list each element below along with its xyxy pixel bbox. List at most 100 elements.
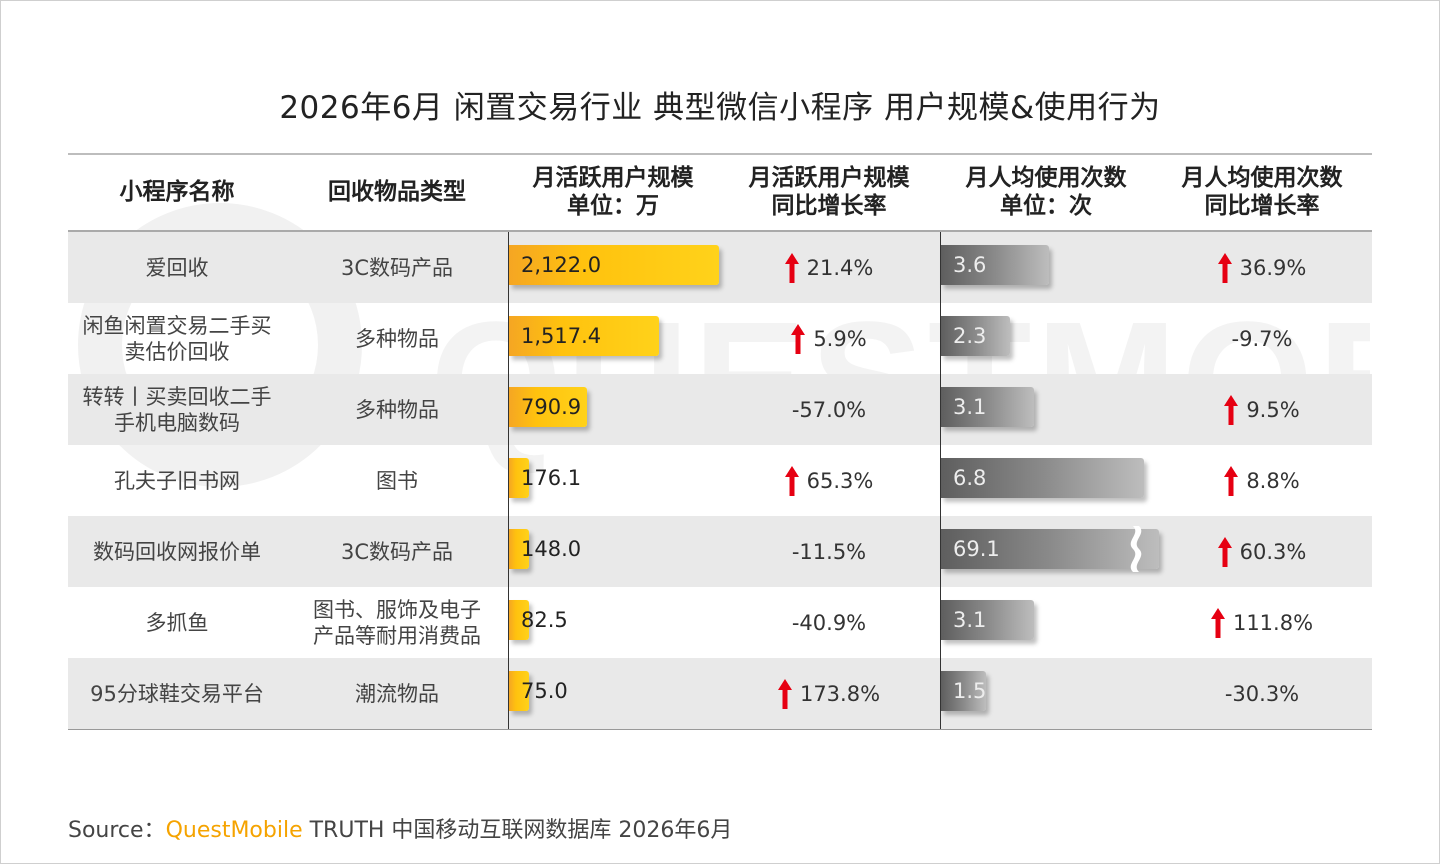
table-row: 95分球鞋交易平台 潮流物品 75.0 173.8% 1.5 -30.3% bbox=[68, 658, 1372, 729]
source-brand: QuestMobile bbox=[165, 818, 303, 843]
table-row: 多抓鱼 图书、服饰及电子 产品等耐用消费品 82.5 -40.9% 3.1 111.8% bbox=[68, 587, 1372, 658]
source-rest: TRUTH 中国移动互联网数据库 2026年6月 bbox=[302, 818, 733, 843]
chart-title: 2026年6月 闲置交易行业 典型微信小程序 用户规模&使用行为 bbox=[279, 90, 1161, 126]
app-name: 孔夫子旧书网 bbox=[68, 445, 286, 516]
app-name-line: 95分球鞋交易平台 bbox=[90, 681, 264, 706]
item-type: 图书 bbox=[286, 445, 508, 516]
item-type-line: 3C数码产品 bbox=[340, 539, 454, 564]
item-type-line: 多种物品 bbox=[355, 326, 439, 351]
usage-bar-label: 69.1 bbox=[953, 537, 1000, 561]
usage-yoy: -9.7% bbox=[1152, 303, 1372, 374]
usage-bar bbox=[941, 245, 1049, 285]
mau-yoy-value: 65.3% bbox=[806, 468, 874, 493]
header-mau-line2: 单位：万 bbox=[567, 192, 659, 219]
app-name: 多抓鱼 bbox=[68, 587, 286, 658]
item-type: 多种物品 bbox=[286, 303, 508, 374]
header-mau-line1: 月活跃用户规模 bbox=[532, 164, 694, 191]
app-name-line: 爱回收 bbox=[145, 255, 209, 280]
usage-bar-label: 3.1 bbox=[953, 395, 987, 419]
mau-bar-label: 790.9 bbox=[521, 395, 582, 419]
app-name-line: 转转丨买卖回收二手 bbox=[82, 384, 272, 409]
usage-axis-line bbox=[940, 232, 941, 730]
mau-yoy: 21.4% bbox=[718, 232, 940, 303]
header-usage-line1: 月人均使用次数 bbox=[965, 164, 1127, 191]
header-mau-yoy-line2: 同比增长率 bbox=[771, 192, 887, 219]
arrow-up-icon bbox=[784, 465, 799, 496]
usage-yoy: 9.5% bbox=[1152, 374, 1372, 445]
mau-yoy-value: -57.0% bbox=[791, 397, 867, 422]
mau-yoy-value: 5.9% bbox=[813, 326, 867, 351]
header-usage-line2: 单位：次 bbox=[1000, 192, 1092, 219]
item-type-line: 多种物品 bbox=[355, 397, 439, 422]
mau-yoy-value: -11.5% bbox=[791, 539, 867, 564]
usage-yoy-value: 36.9% bbox=[1239, 255, 1307, 280]
usage-bar bbox=[941, 316, 1010, 356]
mau-yoy: -40.9% bbox=[718, 587, 940, 658]
arrow-up-icon bbox=[1210, 607, 1225, 638]
mau-bar bbox=[509, 529, 529, 569]
table-header-rule bbox=[68, 230, 1372, 232]
item-type: 潮流物品 bbox=[286, 658, 508, 729]
item-type: 3C数码产品 bbox=[286, 516, 508, 587]
mau-axis-line bbox=[508, 232, 509, 730]
item-type-line: 潮流物品 bbox=[355, 681, 439, 706]
table-bottom-rule bbox=[68, 729, 1372, 730]
app-name: 95分球鞋交易平台 bbox=[68, 658, 286, 729]
usage-yoy-value: 60.3% bbox=[1239, 539, 1307, 564]
mau-yoy-value: 21.4% bbox=[806, 255, 874, 280]
table-top-rule bbox=[68, 153, 1372, 155]
arrow-up-icon bbox=[1217, 252, 1232, 283]
item-type: 多种物品 bbox=[286, 374, 508, 445]
mau-bar bbox=[509, 671, 529, 711]
app-name-line: 卖估价回收 bbox=[124, 339, 230, 364]
item-type-line: 产品等耐用消费品 bbox=[313, 623, 481, 648]
app-name-line: 孔夫子旧书网 bbox=[114, 468, 240, 493]
mau-yoy: 65.3% bbox=[718, 445, 940, 516]
header-usage-yoy-line2: 同比增长率 bbox=[1204, 192, 1320, 219]
mau-bar-label: 82.5 bbox=[521, 608, 568, 632]
mau-yoy: -11.5% bbox=[718, 516, 940, 587]
header-mau-yoy-line1: 月活跃用户规模 bbox=[748, 164, 910, 191]
usage-yoy-value: 9.5% bbox=[1246, 397, 1300, 422]
app-name: 爱回收 bbox=[68, 232, 286, 303]
item-type-line: 图书 bbox=[376, 468, 418, 493]
mau-bar-label: 176.1 bbox=[521, 466, 582, 490]
mau-yoy: 173.8% bbox=[718, 658, 940, 729]
header-item-type-label: 回收物品类型 bbox=[328, 178, 466, 205]
usage-yoy: 60.3% bbox=[1152, 516, 1372, 587]
header-mau-yoy: 月活跃用户规模 同比增长率 bbox=[718, 153, 940, 230]
usage-yoy-value: 8.8% bbox=[1246, 468, 1300, 493]
mau-yoy-value: 173.8% bbox=[799, 681, 881, 706]
table-row: 爱回收 3C数码产品 2,122.0 21.4% 3.6 36.9% bbox=[68, 232, 1372, 303]
mau-bar-label: 148.0 bbox=[521, 537, 582, 561]
arrow-up-icon bbox=[1217, 536, 1232, 567]
usage-bar bbox=[941, 600, 1034, 640]
table-row: 转转丨买卖回收二手 手机电脑数码 多种物品 790.9 -57.0% 3.1 9.5% bbox=[68, 374, 1372, 445]
app-name-line: 多抓鱼 bbox=[145, 610, 209, 635]
usage-yoy-value: -30.3% bbox=[1224, 681, 1300, 706]
header-item-type: 回收物品类型 bbox=[286, 153, 508, 230]
arrow-up-icon bbox=[1224, 465, 1239, 496]
item-type: 3C数码产品 bbox=[286, 232, 508, 303]
usage-bar-label: 6.8 bbox=[953, 466, 987, 490]
usage-bar bbox=[941, 458, 1145, 498]
usage-bar bbox=[941, 671, 986, 711]
mau-bar bbox=[509, 458, 529, 498]
mau-bar-label: 1,517.4 bbox=[521, 324, 602, 348]
header-mau: 月活跃用户规模 单位：万 bbox=[508, 153, 718, 230]
mau-bar bbox=[509, 316, 660, 356]
usage-yoy-value: -9.7% bbox=[1231, 326, 1293, 351]
mau-bar bbox=[509, 600, 529, 640]
axis-break-icon bbox=[1130, 526, 1142, 572]
arrow-up-icon bbox=[1224, 394, 1239, 425]
mau-bar bbox=[509, 387, 588, 427]
header-usage-yoy-line1: 月人均使用次数 bbox=[1181, 164, 1343, 191]
source-note: Source：QuestMobile TRUTH 中国移动互联网数据库 2026… bbox=[68, 812, 732, 844]
item-type-line: 图书、服饰及电子 bbox=[313, 597, 481, 622]
header-app-name: 小程序名称 bbox=[68, 153, 286, 230]
app-name: 闲鱼闲置交易二手买 卖估价回收 bbox=[68, 303, 286, 374]
mau-yoy-value: -40.9% bbox=[791, 610, 867, 635]
table-row: 数码回收网报价单 3C数码产品 148.0 -11.5% 69.1 60.3% bbox=[68, 516, 1372, 587]
mau-bar-label: 75.0 bbox=[521, 679, 568, 703]
usage-bar-label: 3.1 bbox=[953, 608, 987, 632]
